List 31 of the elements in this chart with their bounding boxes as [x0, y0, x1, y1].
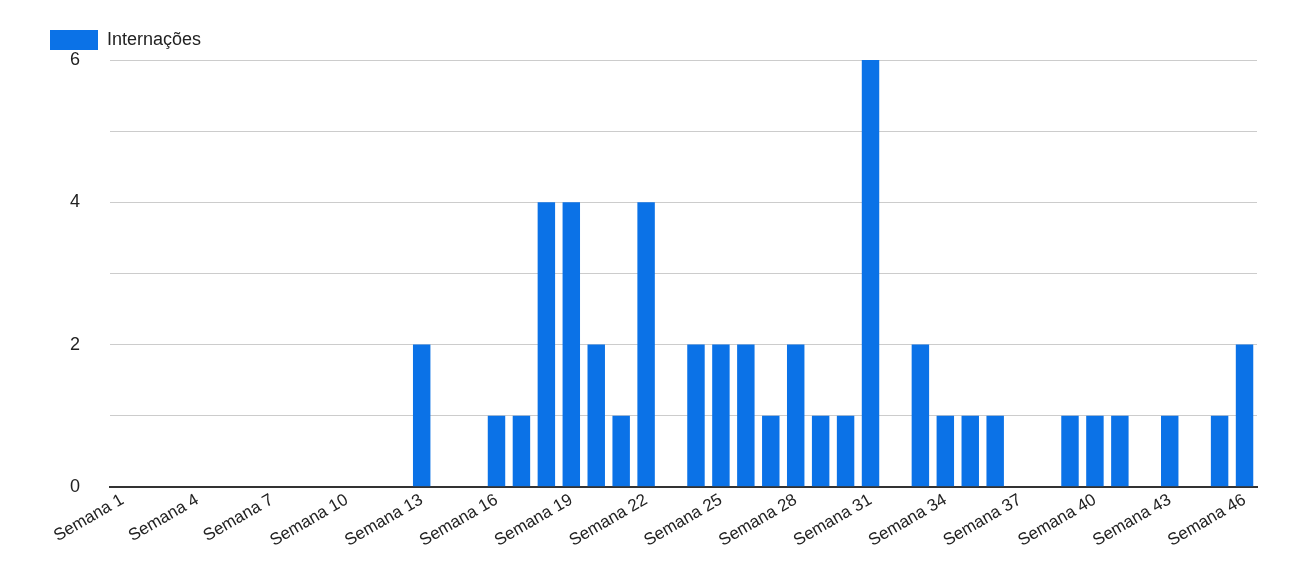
bar — [936, 415, 955, 487]
bar — [836, 415, 855, 487]
bar — [487, 415, 506, 487]
bar — [562, 202, 581, 487]
bar — [737, 344, 755, 487]
bar — [861, 60, 880, 487]
bar — [537, 202, 556, 487]
bar — [512, 415, 531, 487]
y-tick-label: 0 — [70, 475, 81, 496]
bar — [687, 344, 705, 487]
bar — [1111, 415, 1129, 487]
bar — [637, 202, 655, 487]
y-tick-label: 2 — [70, 333, 81, 354]
bar — [412, 344, 431, 487]
bar — [786, 344, 805, 487]
bar — [961, 415, 979, 487]
bar — [1210, 415, 1229, 487]
bar — [986, 415, 1004, 487]
bar — [1086, 415, 1104, 487]
bar — [762, 415, 780, 487]
bar — [1061, 415, 1079, 487]
bar — [1235, 344, 1254, 487]
y-tick-label: 4 — [70, 191, 81, 212]
y-tick-label: 6 — [70, 48, 81, 69]
bar — [587, 344, 605, 487]
bar — [911, 344, 930, 487]
bar — [712, 344, 730, 487]
bar — [1161, 415, 1179, 487]
bar — [811, 415, 830, 487]
legend-label: Internações — [107, 28, 202, 49]
bar — [612, 415, 630, 487]
